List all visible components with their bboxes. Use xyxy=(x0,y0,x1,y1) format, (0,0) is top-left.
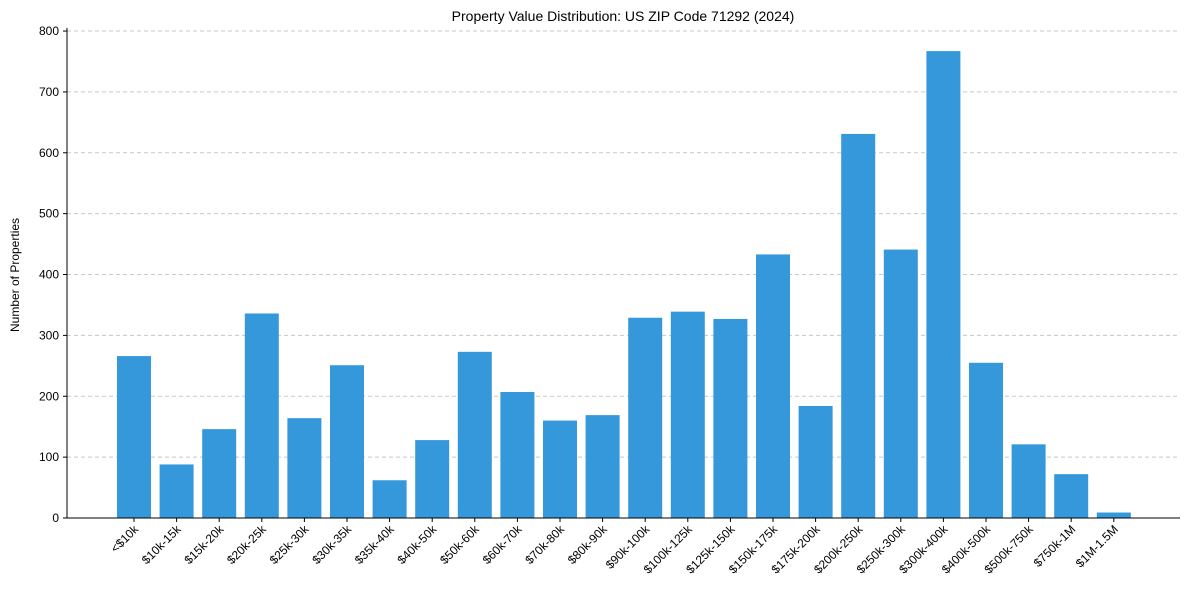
bar xyxy=(670,311,705,518)
bar xyxy=(1054,474,1089,518)
y-axis-label: Number of Properties xyxy=(8,218,22,332)
x-tick-label: <$10k xyxy=(108,522,142,556)
y-tick-label: 500 xyxy=(39,207,59,221)
x-tick-label: $70k-80k xyxy=(522,522,568,568)
bar xyxy=(457,351,492,518)
x-tick-label: $50k-60k xyxy=(437,522,483,568)
bar xyxy=(756,254,790,518)
bar xyxy=(415,440,450,518)
y-gridlines xyxy=(67,30,1180,458)
bar xyxy=(287,418,322,518)
bar xyxy=(244,313,279,518)
chart-title: Property Value Distribution: US ZIP Code… xyxy=(452,8,795,24)
axes xyxy=(66,28,1180,519)
bar xyxy=(1096,512,1131,518)
x-tick-label: $15k-20k xyxy=(182,522,228,568)
x-tick-label: $35k-40k xyxy=(352,522,398,568)
bar xyxy=(372,480,407,518)
y-tick-label: 800 xyxy=(39,24,59,38)
bar xyxy=(585,415,620,518)
x-tick-label: $1M-1.5M xyxy=(1073,522,1121,570)
y-axis-ticks: 0 100 200 300 400 500 600 700 800 xyxy=(39,24,67,525)
bar xyxy=(969,362,1003,518)
x-tick-label: $25k-30k xyxy=(267,522,313,568)
bar xyxy=(926,51,961,519)
y-tick-label: 600 xyxy=(39,146,59,160)
y-tick-label: 300 xyxy=(39,328,59,342)
y-tick-label: 0 xyxy=(52,511,59,525)
bar xyxy=(500,392,535,518)
bar xyxy=(543,420,577,518)
x-tick-label: $20k-25k xyxy=(224,522,270,568)
bar xyxy=(117,356,151,518)
x-tick-label: $60k-70k xyxy=(480,522,526,568)
bar xyxy=(883,249,918,518)
bar xyxy=(628,317,663,518)
x-tick-label: $30k-35k xyxy=(309,522,355,568)
bar xyxy=(841,133,876,519)
bar xyxy=(798,406,833,518)
x-axis-ticks: <$10k$10k-15k$15k-20k$20k-25k$25k-30k$30… xyxy=(108,518,1121,576)
x-tick-label: $750k-1M xyxy=(1031,522,1079,570)
bar xyxy=(713,318,748,518)
y-tick-label: 700 xyxy=(39,85,59,99)
bar xyxy=(330,365,364,518)
bar xyxy=(159,464,194,518)
bar xyxy=(1011,444,1046,518)
y-tick-label: 200 xyxy=(39,389,59,403)
x-tick-label: $10k-15k xyxy=(139,522,185,568)
x-tick-label: $40k-50k xyxy=(395,522,441,568)
y-tick-label: 400 xyxy=(39,268,59,282)
bar-series xyxy=(117,51,1131,519)
y-tick-label: 100 xyxy=(39,450,59,464)
bar xyxy=(202,429,237,518)
